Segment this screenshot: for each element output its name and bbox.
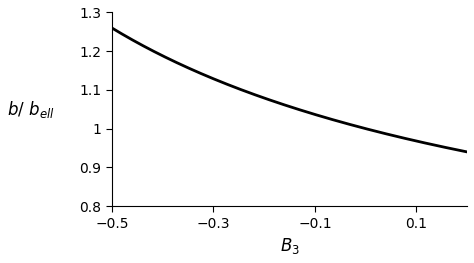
X-axis label: $\mathit{B}_3$: $\mathit{B}_3$	[280, 236, 300, 256]
Y-axis label: $b/\ b_{ell}$: $b/\ b_{ell}$	[7, 99, 55, 120]
